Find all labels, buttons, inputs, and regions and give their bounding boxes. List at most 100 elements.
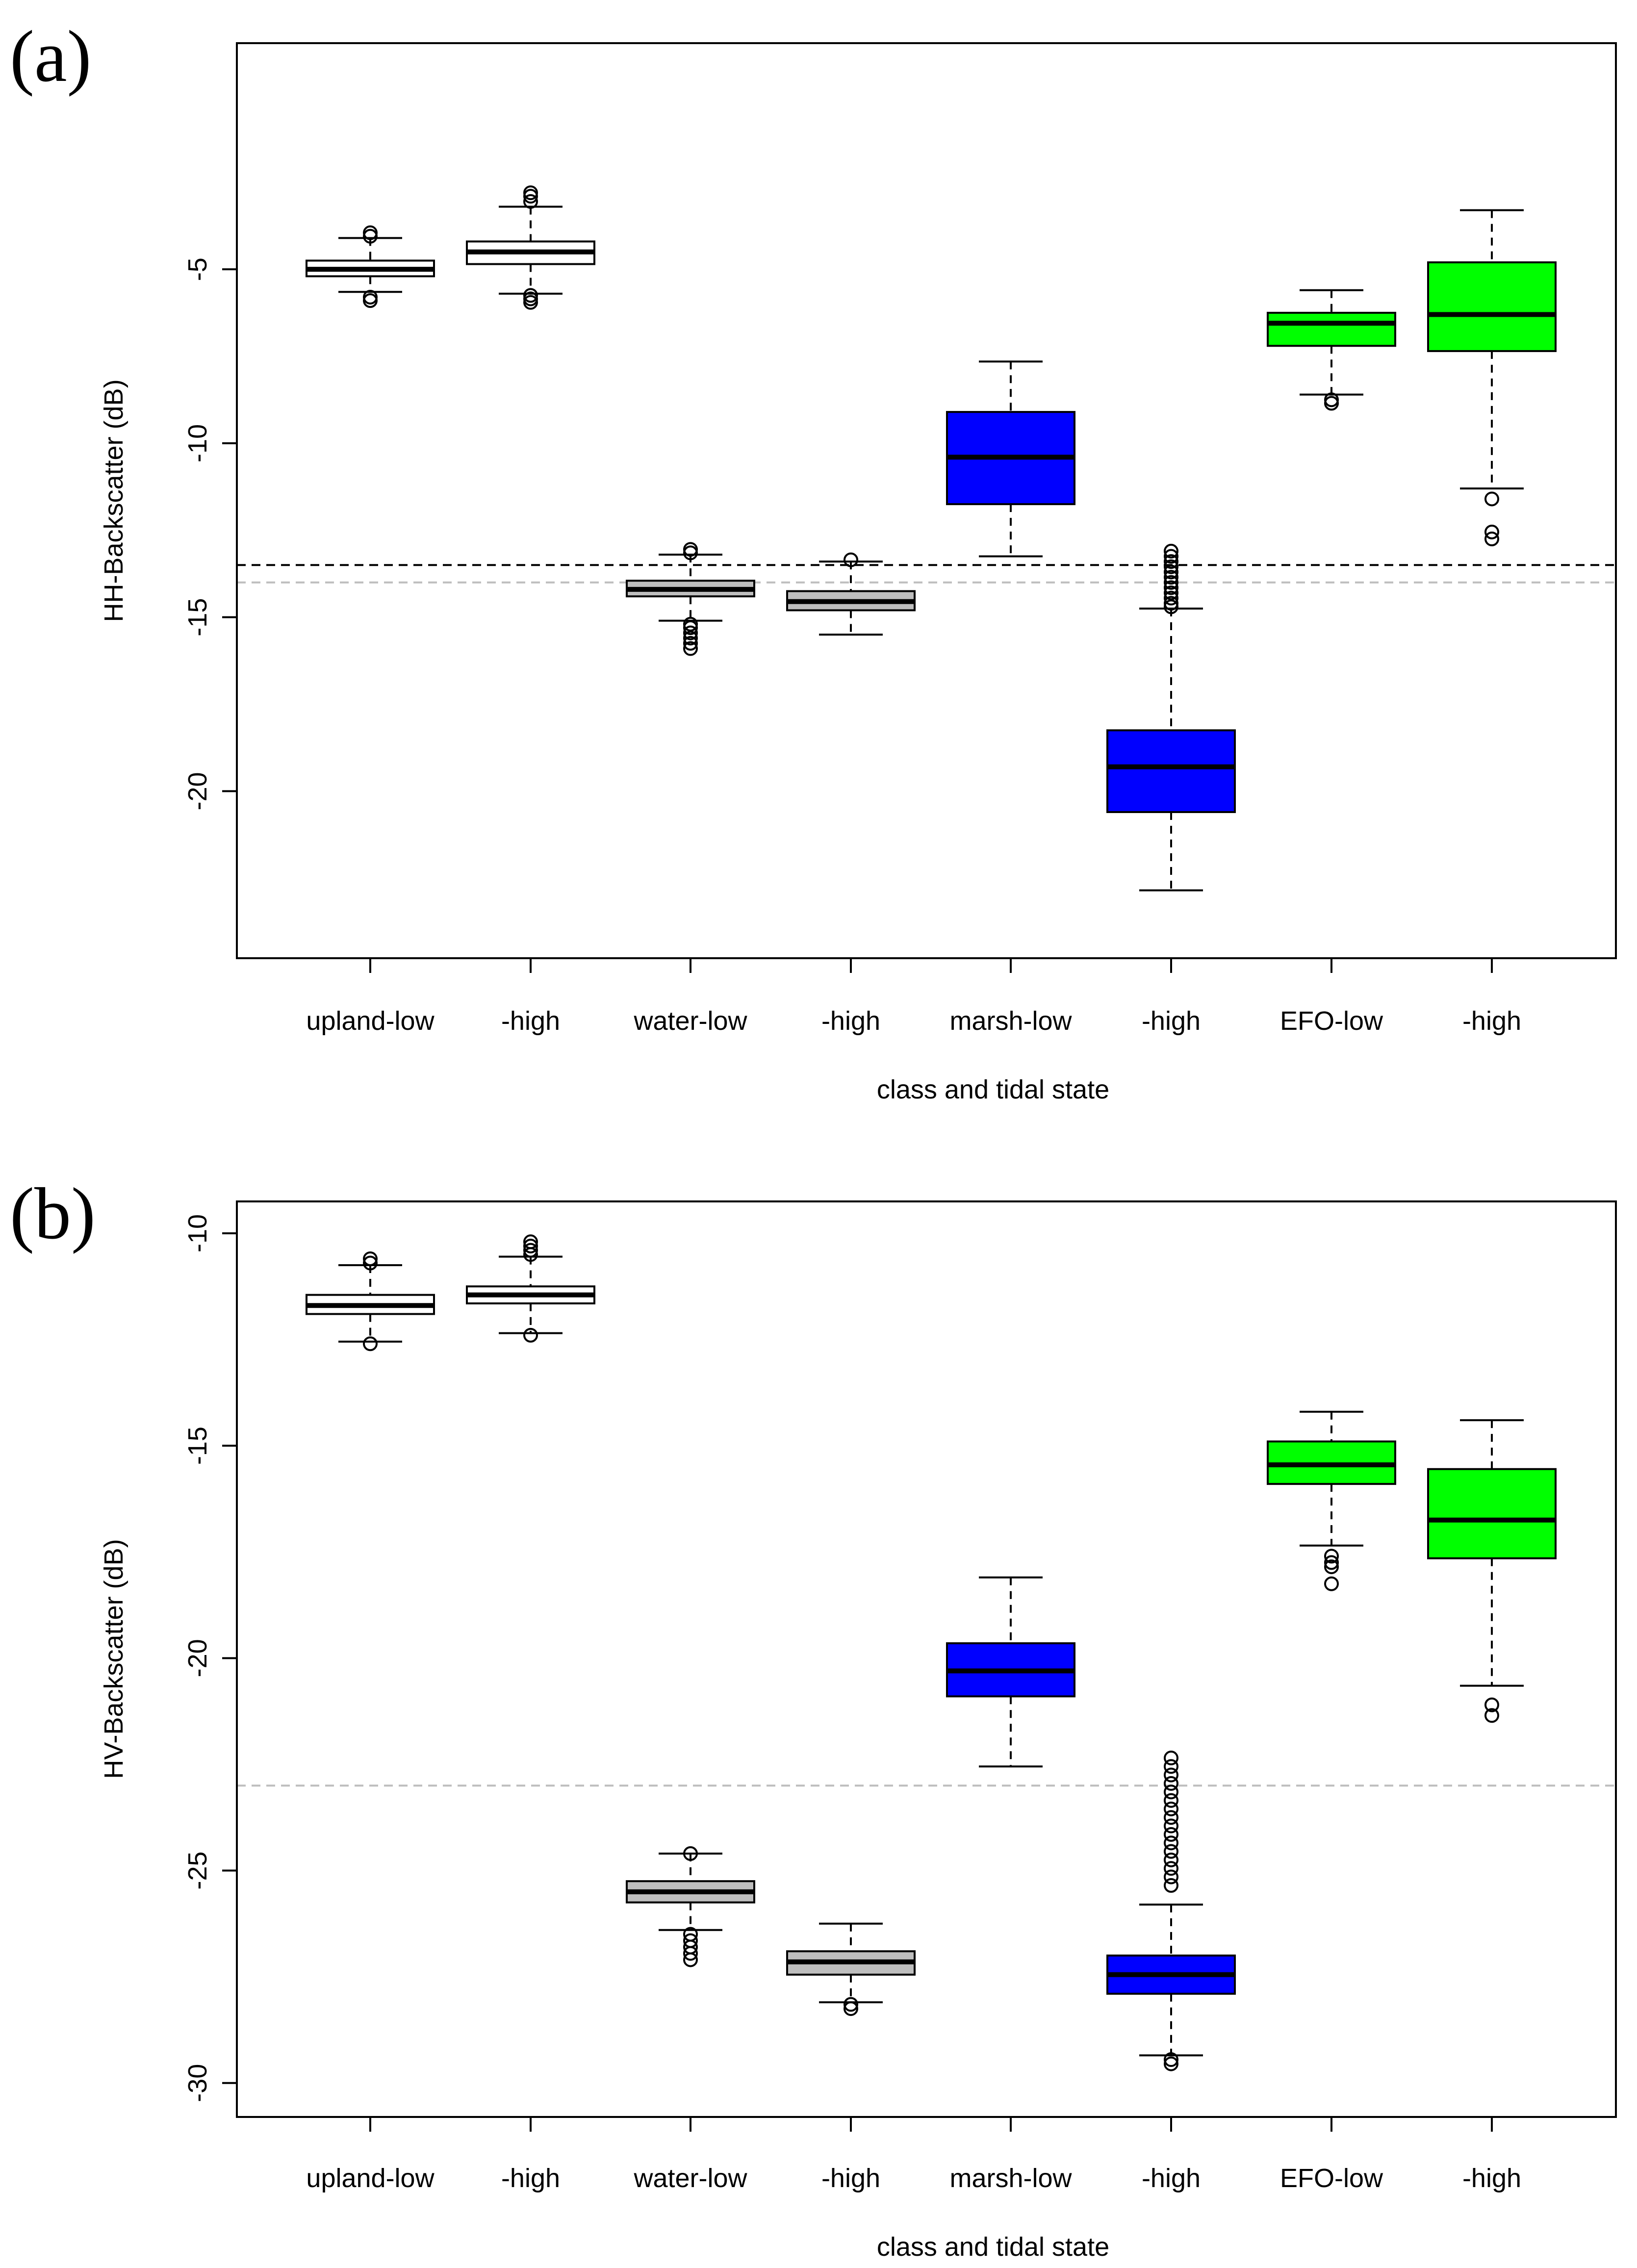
outlier-point xyxy=(523,1247,538,1262)
box-4 xyxy=(946,360,1075,558)
x-tick-label: marsh-low xyxy=(949,2164,1072,2193)
outlier-point xyxy=(844,1997,858,2012)
outlier-point xyxy=(683,631,698,646)
outlier-point xyxy=(1164,1835,1178,1851)
outlier-point xyxy=(683,1952,698,1967)
outlier-point xyxy=(1164,1793,1178,1808)
y-tick-label: -10 xyxy=(183,424,212,462)
outlier-point xyxy=(1164,575,1178,590)
panel-b-y-axis-title: HV-Backscatter (dB) xyxy=(99,1539,128,1779)
outlier-point xyxy=(363,229,378,244)
outlier-point xyxy=(523,1243,538,1258)
panel-a-plot-frame xyxy=(236,42,1617,959)
panel-a-x-axis-title: class and tidal state xyxy=(877,1075,1109,1104)
y-tick-label: -5 xyxy=(183,257,212,281)
panel-a-y-axis-title: HH-Backscatter (dB) xyxy=(99,379,128,622)
box-6 xyxy=(1267,289,1396,411)
x-tick-label: -high xyxy=(501,2164,560,2193)
outlier-point xyxy=(1164,570,1178,585)
box-1 xyxy=(466,1234,595,1343)
outlier-point xyxy=(1164,2056,1178,2071)
outlier-point xyxy=(683,625,698,640)
outlier-point xyxy=(1164,599,1178,614)
box-3 xyxy=(786,1922,916,2016)
x-tick-label: -high xyxy=(1462,2164,1521,2193)
panel-b-x-axis: upland-low -high water-low -high marsh-low -h… xyxy=(306,2117,1521,2193)
outlier-point xyxy=(683,620,698,635)
panel-a-label: (a) xyxy=(10,16,91,97)
outlier-point xyxy=(683,1846,698,1861)
outlier-point xyxy=(1484,1708,1499,1723)
outlier-point xyxy=(1164,1784,1178,1800)
outlier-point xyxy=(363,1255,378,1271)
y-tick-label: -30 xyxy=(183,2064,212,2102)
x-tick-label: upland-low xyxy=(306,1006,435,1036)
outlier-point xyxy=(363,1336,378,1351)
outlier-point xyxy=(523,1327,538,1343)
outlier-point xyxy=(1324,1549,1339,1564)
box-5 xyxy=(1106,543,1236,892)
outlier-point xyxy=(1164,580,1178,595)
box-5 xyxy=(1106,1750,1236,2071)
panel-b-label: (b) xyxy=(10,1173,96,1254)
x-tick-label: -high xyxy=(1142,1006,1201,1036)
y-tick-label: -25 xyxy=(183,1851,212,1889)
x-tick-label: -high xyxy=(1142,2164,1201,2193)
box-body xyxy=(1267,311,1396,347)
outlier-point xyxy=(1164,559,1178,574)
box-0 xyxy=(306,225,435,308)
y-tick-label: -15 xyxy=(183,1427,212,1465)
outlier-point xyxy=(1164,1852,1178,1867)
outlier-point xyxy=(1484,532,1499,547)
box-7 xyxy=(1427,209,1557,547)
outlier-point xyxy=(1164,543,1178,559)
panel-a-hh-backscatter: (a) -5 -10 -15 -20 upland-low -high water-low… xyxy=(10,16,1617,1104)
y-tick-label: -15 xyxy=(183,598,212,637)
outlier-point xyxy=(1324,1576,1339,1591)
panel-b-boxes xyxy=(306,1234,1557,2071)
outlier-point xyxy=(1164,1759,1178,1774)
y-tick-label: -20 xyxy=(183,1639,212,1677)
outlier-point xyxy=(844,552,858,567)
outlier-point xyxy=(363,1251,378,1266)
outlier-point xyxy=(1164,554,1178,569)
outlier-point xyxy=(1164,1878,1178,1893)
x-tick-label: -high xyxy=(501,1006,560,1036)
x-tick-label: EFO-low xyxy=(1280,2164,1383,2193)
box-0 xyxy=(306,1251,435,1351)
panel-b-x-axis-title: class and tidal state xyxy=(877,2232,1109,2262)
box-6 xyxy=(1267,1410,1396,1591)
box-body xyxy=(1427,1468,1557,1559)
box-2 xyxy=(626,1846,755,1967)
box-1 xyxy=(466,185,595,310)
outlier-point xyxy=(1164,1801,1178,1816)
outlier-point xyxy=(1164,1818,1178,1834)
outlier-point xyxy=(683,545,698,561)
outlier-point xyxy=(1324,1555,1339,1570)
outlier-point xyxy=(683,641,698,656)
outlier-point xyxy=(1324,1559,1339,1575)
box-7 xyxy=(1427,1419,1557,1723)
outlier-point xyxy=(1484,524,1499,539)
outlier-point xyxy=(844,2001,858,2016)
outlier-point xyxy=(1164,1810,1178,1825)
outlier-point xyxy=(1324,396,1339,411)
outlier-point xyxy=(1164,1844,1178,1859)
outlier-point xyxy=(1164,564,1178,580)
box-body xyxy=(1427,261,1557,352)
outlier-point xyxy=(363,293,378,308)
x-tick-label: -high xyxy=(821,1006,880,1036)
outlier-point xyxy=(1484,1697,1499,1712)
outlier-point xyxy=(523,189,538,204)
outlier-point xyxy=(1164,2052,1178,2067)
panel-b-plot-frame xyxy=(236,1200,1617,2118)
outlier-point xyxy=(683,1946,698,1961)
panel-a-boxes xyxy=(306,185,1557,892)
outlier-point xyxy=(523,1238,538,1253)
panel-b-hv-backscatter: (b) -10 -15 -20 -25 -30 upland-low -high water… xyxy=(10,1173,1617,2262)
x-tick-label: marsh-low xyxy=(949,1006,1072,1036)
box-4 xyxy=(946,1576,1075,1768)
outlier-point xyxy=(523,194,538,209)
y-tick-label: -10 xyxy=(183,1214,212,1252)
box-2 xyxy=(626,542,755,656)
